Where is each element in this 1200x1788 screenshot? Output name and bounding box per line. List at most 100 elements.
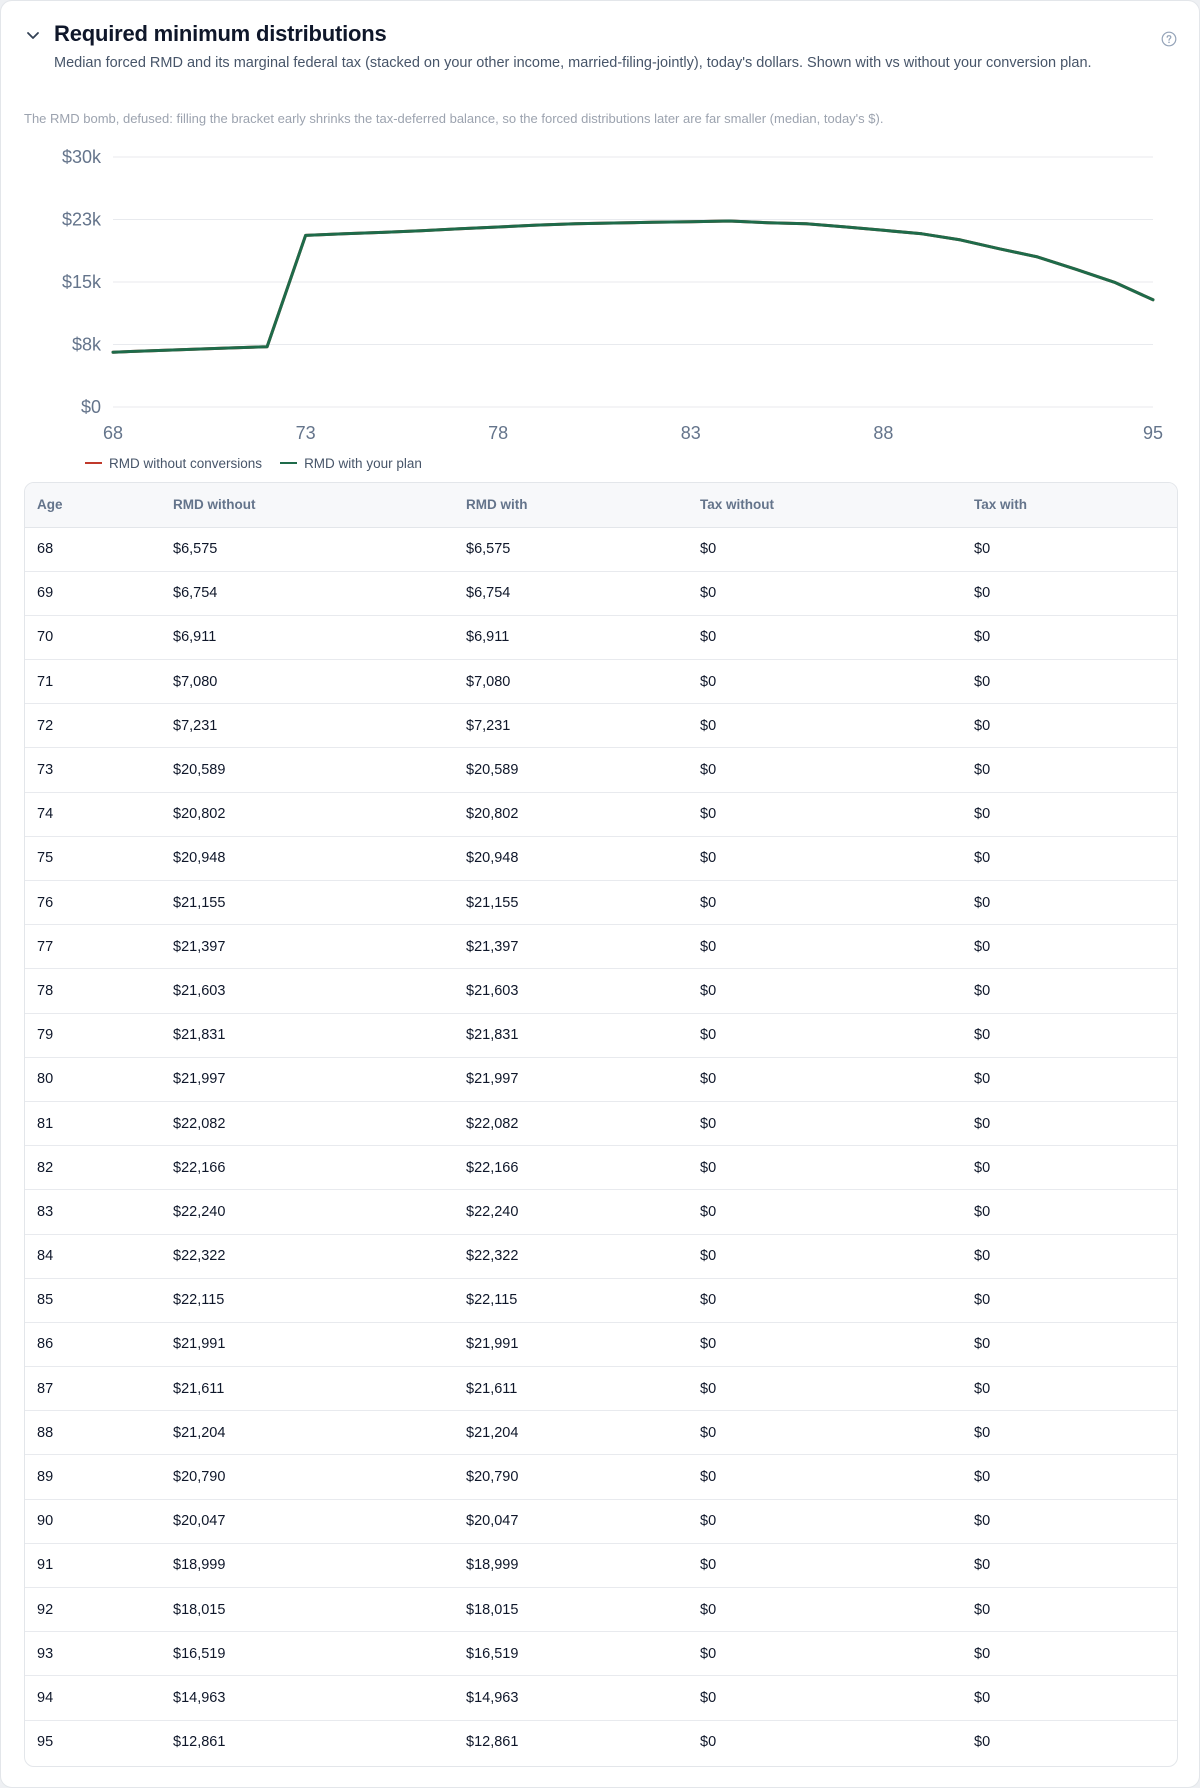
- series-line-without: [111, 219, 1155, 354]
- cell-rmd-without: $22,082: [161, 1100, 454, 1146]
- x-tick-label: 73: [296, 423, 316, 441]
- cell-rmd-with: $22,166: [454, 1145, 688, 1190]
- cell-age: 73: [25, 747, 161, 793]
- cell-tax-with: $0: [962, 1321, 1177, 1367]
- cell-tax-with: $0: [962, 879, 1177, 925]
- cell-rmd-without: $20,790: [161, 1454, 454, 1500]
- cell-tax-with: $0: [962, 1145, 1177, 1190]
- cell-rmd-without: $22,240: [161, 1189, 454, 1234]
- cell-tax-without: $0: [688, 1586, 962, 1632]
- table-row: 73 $20,589 $20,589 $0 $0: [25, 747, 1177, 793]
- cell-rmd-without: $21,997: [161, 1056, 454, 1102]
- cell-tax-without: $0: [688, 1233, 962, 1279]
- cell-tax-with: $0: [962, 659, 1177, 704]
- cell-rmd-with: $21,603: [454, 968, 688, 1014]
- cell-tax-with: $0: [962, 968, 1177, 1014]
- table-row: 87 $21,611 $21,611 $0 $0: [25, 1366, 1177, 1411]
- cell-rmd-without: $22,166: [161, 1145, 454, 1190]
- y-tick-label: $30k: [62, 147, 102, 167]
- cell-rmd-with: $20,790: [454, 1454, 688, 1500]
- cell-tax-without: $0: [688, 614, 962, 660]
- table-row: 91 $18,999 $18,999 $0 $0: [25, 1542, 1177, 1588]
- cell-tax-without: $0: [688, 1145, 962, 1190]
- legend-swatch-without: [85, 462, 102, 464]
- header-rmd-with[interactable]: RMD with: [454, 483, 688, 528]
- cell-rmd-with: $20,047: [454, 1498, 688, 1544]
- cell-tax-without: $0: [688, 1498, 962, 1544]
- cell-age: 79: [25, 1012, 161, 1058]
- x-tick-label: 88: [873, 423, 893, 441]
- x-tick-label: 95: [1143, 423, 1163, 441]
- cell-rmd-without: $7,080: [161, 659, 454, 704]
- chevron-down-icon[interactable]: [23, 25, 43, 45]
- cell-age: 83: [25, 1189, 161, 1234]
- cell-age: 84: [25, 1233, 161, 1279]
- cell-tax-without: $0: [688, 1366, 962, 1411]
- cell-tax-without: $0: [688, 1100, 962, 1146]
- cell-rmd-with: $18,999: [454, 1542, 688, 1588]
- cell-rmd-with: $20,802: [454, 791, 688, 837]
- cell-tax-with: $0: [962, 1233, 1177, 1279]
- section-subtitle: Median forced RMD and its marginal feder…: [54, 55, 1092, 71]
- cell-age: 95: [25, 1719, 161, 1765]
- cell-rmd-without: $20,589: [161, 747, 454, 793]
- header-age[interactable]: Age: [25, 483, 161, 528]
- legend-swatch-with: [280, 462, 298, 464]
- cell-tax-without: $0: [700, 541, 717, 558]
- cell-tax-with: $0: [962, 1675, 1177, 1721]
- cell-rmd-without: $6,575: [173, 541, 218, 558]
- cell-tax-with: $0: [962, 1454, 1177, 1500]
- cell-tax-with: $0: [962, 924, 1177, 969]
- table-row: 80 $21,997 $21,997 $0 $0: [25, 1056, 1177, 1102]
- cell-tax-with: $0: [962, 1366, 1177, 1411]
- cell-tax-without: $0: [688, 879, 962, 925]
- table-row: 83 $22,240 $22,240 $0 $0: [25, 1189, 1177, 1234]
- cell-tax-with: $0: [962, 791, 1177, 837]
- cell-age: 70: [25, 614, 161, 660]
- cell-tax-with: $0: [962, 1719, 1177, 1765]
- header-tax-without[interactable]: Tax without: [688, 483, 962, 528]
- cell-tax-with: $0: [962, 1631, 1177, 1676]
- cell-rmd-without: $20,802: [161, 791, 454, 837]
- table-row: 71 $7,080 $7,080 $0 $0: [25, 659, 1177, 704]
- cell-tax-with: $0: [962, 1100, 1177, 1146]
- y-tick-label: $23k: [62, 210, 102, 230]
- cell-tax-with: $0: [962, 835, 1177, 881]
- cell-rmd-without: $7,231: [161, 703, 454, 748]
- header-tax-with[interactable]: Tax with: [962, 483, 1177, 528]
- help-circle-icon[interactable]: [1160, 30, 1178, 48]
- cell-rmd-with: $20,589: [454, 747, 688, 793]
- cell-tax-without: $0: [688, 1321, 962, 1367]
- x-tick-label: 68: [103, 423, 123, 441]
- table-row: 85 $22,115 $22,115 $0 $0: [25, 1277, 1177, 1323]
- table-row: 74 $20,802 $20,802 $0 $0: [25, 791, 1177, 837]
- table-row: 93 $16,519 $16,519 $0 $0: [25, 1631, 1177, 1676]
- cell-rmd-with: $12,861: [454, 1719, 688, 1765]
- legend-item-without[interactable]: RMD without conversions: [85, 456, 262, 471]
- cell-tax-with: $0: [962, 570, 1177, 616]
- cell-rmd-with: $20,948: [454, 835, 688, 881]
- cell-tax-without: $0: [688, 1189, 962, 1234]
- cell-tax-with: $0: [962, 1189, 1177, 1234]
- cell-rmd-with: $22,115: [454, 1277, 688, 1323]
- rmd-table: Age RMD without RMD with Tax without Tax…: [25, 483, 1177, 1765]
- cell-age: 93: [25, 1631, 161, 1676]
- table-row: 72 $7,231 $7,231 $0 $0: [25, 703, 1177, 748]
- y-tick-label: $8k: [72, 335, 102, 355]
- header-rmd-without[interactable]: RMD without: [161, 483, 454, 528]
- cell-rmd-without: $6,911: [161, 614, 454, 660]
- table-row: 78 $21,603 $21,603 $0 $0: [25, 968, 1177, 1014]
- table-row: 75 $20,948 $20,948 $0 $0: [25, 835, 1177, 881]
- cell-age: 88: [25, 1410, 161, 1455]
- table-row: 88 $21,204 $21,204 $0 $0: [25, 1410, 1177, 1455]
- cell-tax-with: $0: [962, 747, 1177, 793]
- cell-rmd-with: $14,963: [454, 1675, 688, 1721]
- legend-item-with[interactable]: RMD with your plan: [280, 456, 422, 471]
- chart-legend: RMD without conversions RMD with your pl…: [85, 453, 440, 473]
- cell-rmd-without: $21,831: [161, 1012, 454, 1058]
- cell-rmd-with: $6,575: [466, 541, 511, 558]
- cell-rmd-with: $7,231: [454, 703, 688, 748]
- cell-rmd-with: $18,015: [454, 1586, 688, 1632]
- cell-age: 72: [25, 703, 161, 748]
